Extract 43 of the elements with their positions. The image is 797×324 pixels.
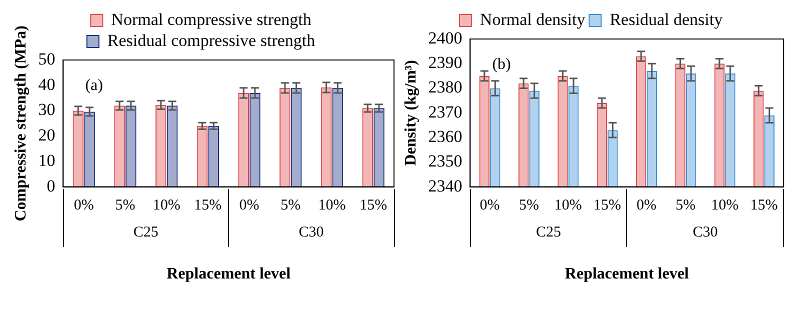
x-tick-label: 5% (115, 198, 136, 214)
legend-label: Normal compressive strength (111, 10, 312, 29)
text: (a) (85, 77, 103, 94)
y-tick-label: 50 (38, 49, 56, 68)
y-tick-label: 2350 (428, 152, 462, 171)
x-tick-label: 10% (711, 198, 739, 214)
x-tick-label: 0% (74, 198, 94, 214)
x-axis-title: Replacement level (166, 266, 292, 283)
y-axis-title: Density (kg/m³) (402, 60, 420, 166)
x-tick-label: 0% (636, 198, 656, 214)
text: C25 (536, 224, 562, 241)
legend-label: Residual density (610, 10, 724, 29)
x-tick-label: 15% (360, 198, 388, 214)
y-tick-label: 2390 (428, 53, 462, 72)
x-tick-label: 15% (750, 198, 778, 214)
y-axis-title: Compressive strength (MPa) (12, 25, 30, 222)
x-tick-label: 5% (676, 198, 696, 214)
x-tick-label: 0% (239, 198, 260, 214)
x-tick-label: 10% (152, 198, 180, 214)
text: (b) (492, 56, 511, 74)
text: C30 (298, 224, 324, 241)
x-tick-label: 10% (318, 198, 346, 214)
legend-label: Residual compressive strength (107, 30, 316, 50)
y-tick-label: 0 (46, 176, 56, 196)
y-tick-label: 10 (38, 150, 56, 170)
x-tick-label: 5% (280, 198, 301, 214)
text: C25 (133, 224, 158, 241)
x-tick-label: 15% (594, 198, 622, 214)
y-tick-label: 2340 (428, 176, 462, 196)
y-tick-label: 20 (38, 126, 56, 145)
x-tick-label: 0% (480, 198, 500, 214)
y-tick-label: 2360 (428, 127, 462, 146)
y-tick-label: 30 (38, 100, 56, 120)
x-tick-label: 10% (554, 198, 582, 214)
text: C30 (692, 224, 718, 241)
x-axis-title: Replacement level (564, 266, 690, 283)
y-tick-label: 40 (38, 74, 56, 94)
y-tick-label: 2370 (428, 102, 462, 122)
legend-label: Normal density (480, 10, 586, 29)
x-tick-label: 5% (518, 198, 539, 214)
y-tick-label: 2400 (428, 28, 462, 48)
y-tick-label: 2380 (428, 78, 462, 97)
x-tick-label: 15% (194, 198, 222, 214)
